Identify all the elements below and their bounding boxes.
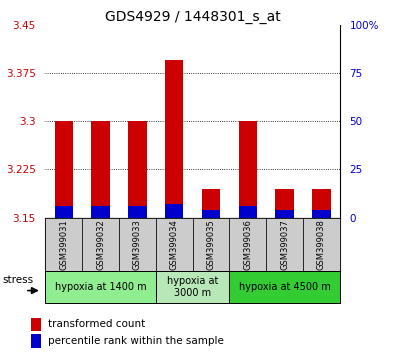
Bar (239, 121, 257, 218)
Bar (55, 121, 73, 218)
FancyBboxPatch shape (82, 218, 119, 271)
FancyBboxPatch shape (229, 271, 340, 303)
Bar (128, 206, 147, 218)
Text: GSM399037: GSM399037 (280, 219, 289, 270)
Title: GDS4929 / 1448301_s_at: GDS4929 / 1448301_s_at (105, 10, 280, 24)
Bar (275, 210, 294, 218)
Bar (31, 318, 41, 331)
Text: hypoxia at 1400 m: hypoxia at 1400 m (55, 282, 147, 292)
FancyBboxPatch shape (156, 271, 229, 303)
Bar (312, 210, 331, 218)
Bar (239, 206, 257, 218)
FancyBboxPatch shape (193, 218, 229, 271)
Text: GSM399031: GSM399031 (59, 219, 68, 270)
Text: hypoxia at
3000 m: hypoxia at 3000 m (167, 276, 218, 298)
FancyBboxPatch shape (119, 218, 156, 271)
Text: GSM399038: GSM399038 (317, 219, 326, 270)
FancyBboxPatch shape (45, 271, 156, 303)
Text: GSM399033: GSM399033 (133, 219, 142, 270)
Text: GSM399032: GSM399032 (96, 219, 105, 270)
Bar (31, 334, 41, 348)
Text: GSM399036: GSM399036 (243, 219, 252, 270)
Bar (202, 189, 220, 218)
Bar (91, 121, 110, 218)
Bar (312, 189, 331, 218)
FancyBboxPatch shape (303, 218, 340, 271)
FancyBboxPatch shape (156, 218, 193, 271)
Text: transformed count: transformed count (48, 319, 145, 329)
Text: GSM399035: GSM399035 (207, 219, 215, 270)
Bar (165, 60, 183, 218)
Bar (275, 189, 294, 218)
Text: stress: stress (2, 275, 34, 285)
Bar (55, 206, 73, 218)
Bar (91, 206, 110, 218)
Bar (128, 121, 147, 218)
Bar (165, 204, 183, 218)
FancyBboxPatch shape (266, 218, 303, 271)
Text: GSM399034: GSM399034 (170, 219, 179, 270)
Text: hypoxia at 4500 m: hypoxia at 4500 m (239, 282, 330, 292)
FancyBboxPatch shape (45, 218, 82, 271)
Bar (202, 210, 220, 218)
Text: percentile rank within the sample: percentile rank within the sample (48, 336, 224, 346)
FancyBboxPatch shape (229, 218, 266, 271)
